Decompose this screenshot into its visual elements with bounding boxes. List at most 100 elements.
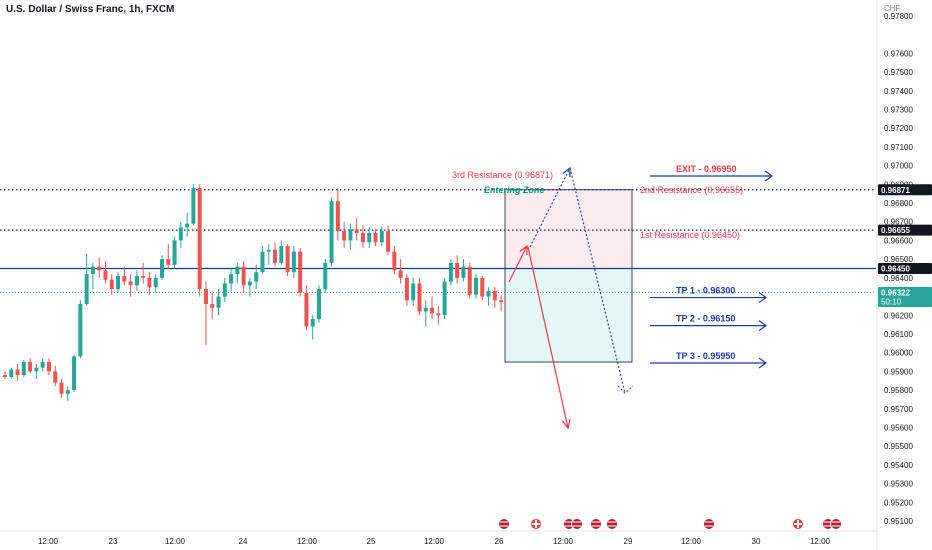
y-tick-label: 0.97800 [884, 12, 913, 21]
price-tag-bg [878, 224, 932, 236]
candle-body [411, 283, 416, 301]
candle-body [442, 281, 447, 316]
candle [197, 184, 202, 297]
candle [247, 277, 252, 297]
r3-label: 3rd Resistance (0.96871) [452, 170, 553, 180]
y-tick-label: 0.95100 [884, 517, 913, 526]
candle-body [323, 262, 328, 290]
us-flag-icon-circle [606, 518, 618, 530]
forecast-arrows [508, 166, 634, 430]
candle [15, 363, 20, 381]
candle-body [59, 382, 64, 394]
x-tick-label: 29 [624, 537, 633, 546]
candle-body [65, 390, 70, 394]
candle-body [34, 367, 39, 372]
candle-body [354, 229, 359, 233]
entering-zone-label: Entering Zone [484, 185, 545, 195]
candle [317, 285, 321, 323]
candle-body [191, 188, 196, 224]
candle [229, 268, 234, 291]
tp2-arrowhead [758, 320, 768, 332]
candle [97, 257, 102, 278]
price-tag-bg [878, 184, 932, 196]
candle [335, 188, 340, 241]
tp3-arrowhead [758, 357, 768, 369]
candle-body [3, 375, 7, 377]
exit-label: EXIT - 0.96950 [676, 164, 737, 174]
candle-body [379, 231, 384, 243]
us-flag-icon-circle [830, 518, 842, 530]
r1-label: 1st Resistance (0.96450) [640, 230, 740, 240]
candle [323, 259, 328, 293]
y-tick-label: 0.96600 [884, 236, 913, 245]
candle-body [109, 279, 114, 290]
x-tick-label: 12:00 [297, 537, 318, 546]
us-flag-icon [571, 518, 583, 530]
candle [392, 246, 397, 275]
candle-body [172, 240, 177, 265]
candle-body [141, 275, 146, 278]
candle-body [273, 249, 278, 263]
candle [160, 255, 164, 280]
candle-body [291, 251, 296, 273]
candle [329, 197, 334, 267]
us-flag-icon [590, 518, 602, 530]
candle [411, 277, 416, 306]
swiss-cross-h [794, 523, 802, 525]
x-tick-label: 12:00 [553, 537, 574, 546]
candle-body [21, 362, 26, 376]
candle [84, 253, 89, 306]
candle-body [84, 274, 89, 305]
event-icons [498, 518, 842, 530]
candle [172, 236, 177, 269]
candle-body [335, 201, 340, 232]
price-tag-countdown: 50:10 [881, 297, 902, 306]
candle [486, 287, 491, 306]
candle [34, 363, 39, 379]
candle [235, 262, 240, 284]
candle [360, 225, 365, 248]
y-tick-label: 0.96200 [884, 311, 913, 320]
candle [285, 244, 290, 276]
candle-body [499, 300, 504, 303]
y-tick-label: 0.95500 [884, 442, 913, 451]
candle-body [210, 304, 215, 308]
candle [474, 274, 478, 299]
candle-body [203, 289, 208, 305]
y-tick-label: 0.95600 [884, 423, 913, 432]
candle [499, 294, 504, 312]
candle [191, 184, 196, 226]
trade-zone [504, 189, 633, 363]
exit-arrowhead [764, 170, 774, 182]
us-flag-icon [703, 518, 715, 530]
candle-body [15, 369, 20, 376]
candle-body [260, 251, 265, 273]
r2-label: 2nd Resistance (0.96655) [640, 185, 743, 195]
candle [65, 386, 70, 402]
candle-body [229, 274, 234, 284]
candle [310, 315, 315, 340]
candle [279, 240, 284, 265]
candle-body [97, 266, 102, 271]
candle [78, 300, 83, 359]
candle-body [360, 232, 365, 243]
candle [166, 244, 171, 269]
y-axis: 0.97800 0.97600 0.97500 0.97400 0.97300 0.972… [876, 0, 932, 550]
candle [210, 292, 215, 319]
candle-body [216, 296, 221, 308]
candle-body [285, 246, 290, 273]
resistance-levels [0, 189, 876, 293]
y-tick-label: 0.97100 [884, 143, 913, 152]
us-flag-icon-circle [590, 518, 602, 530]
candle-body [436, 313, 441, 316]
candle-body [128, 281, 133, 286]
x-tick-label: 24 [239, 537, 248, 546]
candle-body [78, 304, 83, 357]
candle [241, 261, 246, 293]
us-flag-icon-circle [498, 518, 510, 530]
candle [147, 272, 152, 295]
y-tick-label: 0.96500 [884, 255, 913, 264]
candle [386, 225, 391, 256]
candle [304, 285, 309, 331]
